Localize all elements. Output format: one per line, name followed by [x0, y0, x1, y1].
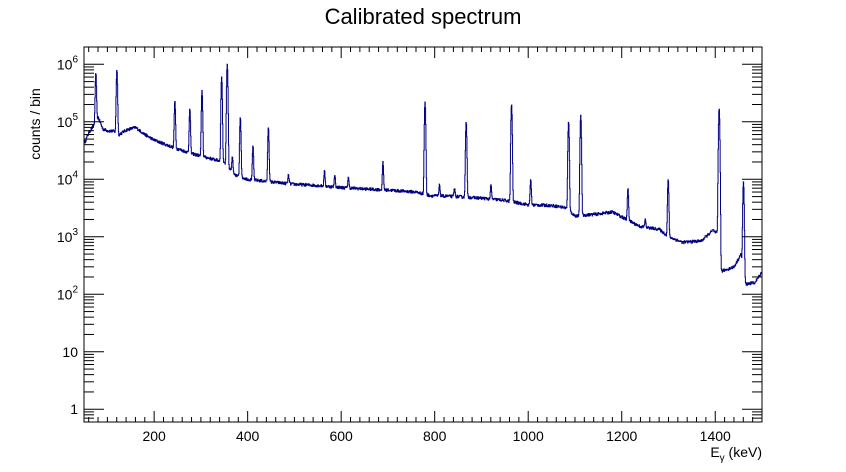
x-tick-label: 400	[236, 428, 260, 444]
x-tick-label: 200	[142, 428, 166, 444]
chart-title: Calibrated spectrum	[324, 4, 522, 29]
y-tick-label: 104	[57, 169, 79, 187]
y-tick-label: 102	[57, 284, 79, 302]
y-tick-label: 10	[62, 344, 78, 360]
x-tick-label: 1400	[700, 428, 731, 444]
y-tick-label: 106	[57, 54, 79, 72]
x-tick-label: 800	[423, 428, 447, 444]
spectrum-layer	[83, 63, 763, 286]
y-tick-label: 1	[70, 401, 78, 417]
x-axis: 200 400 600 800 1000 1200 1400	[88, 47, 763, 444]
x-tick-label: 1000	[513, 428, 544, 444]
spectrum-line	[83, 63, 763, 286]
x-axis-title: Eγ (keV)	[710, 444, 762, 464]
x-tick-label: 600	[329, 428, 353, 444]
y-axis: 1 10 102 103 104 105 106	[57, 46, 762, 423]
plot-frame	[83, 46, 763, 423]
y-tick-label: 105	[57, 112, 79, 130]
y-axis-title: counts / bin	[27, 88, 43, 160]
x-tick-label: 1200	[606, 428, 637, 444]
y-tick-label: 103	[57, 227, 79, 245]
